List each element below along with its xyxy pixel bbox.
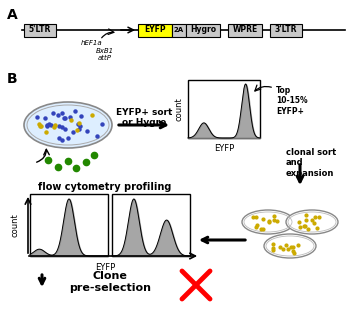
Text: count: count xyxy=(174,97,183,121)
Text: flow cytometry profiling: flow cytometry profiling xyxy=(38,182,172,192)
Text: EYFP: EYFP xyxy=(144,26,166,35)
Ellipse shape xyxy=(286,210,338,234)
Text: Clone
pre-selection: Clone pre-selection xyxy=(69,271,151,293)
Text: clonal sort
and
expansion: clonal sort and expansion xyxy=(286,148,336,178)
Bar xyxy=(188,80,260,138)
Text: EYFP: EYFP xyxy=(95,263,115,272)
FancyBboxPatch shape xyxy=(24,23,56,36)
Text: or Hygro: or Hygro xyxy=(122,118,166,127)
Ellipse shape xyxy=(242,210,294,234)
Text: Top
10-15%
EYFP+: Top 10-15% EYFP+ xyxy=(276,86,308,116)
FancyBboxPatch shape xyxy=(228,23,262,36)
Text: B: B xyxy=(7,72,17,86)
FancyBboxPatch shape xyxy=(270,23,302,36)
Text: 2A: 2A xyxy=(174,27,184,33)
Text: hEF1a: hEF1a xyxy=(81,40,103,46)
Ellipse shape xyxy=(24,102,112,148)
Text: WPRE: WPRE xyxy=(232,26,258,35)
Bar xyxy=(30,194,108,256)
FancyBboxPatch shape xyxy=(186,23,220,36)
Text: 5'LTR: 5'LTR xyxy=(29,26,51,35)
Text: attP: attP xyxy=(98,55,112,61)
Text: EYFP: EYFP xyxy=(214,144,234,153)
Ellipse shape xyxy=(264,234,316,258)
Text: count: count xyxy=(11,213,20,237)
Text: 3'LTR: 3'LTR xyxy=(275,26,297,35)
FancyBboxPatch shape xyxy=(172,23,186,36)
Text: Hygro: Hygro xyxy=(190,26,216,35)
Bar xyxy=(112,194,190,256)
Text: EYFP+ sort: EYFP+ sort xyxy=(116,108,172,117)
Text: A: A xyxy=(7,8,18,22)
FancyBboxPatch shape xyxy=(138,23,172,36)
Text: BxB1: BxB1 xyxy=(96,48,114,54)
